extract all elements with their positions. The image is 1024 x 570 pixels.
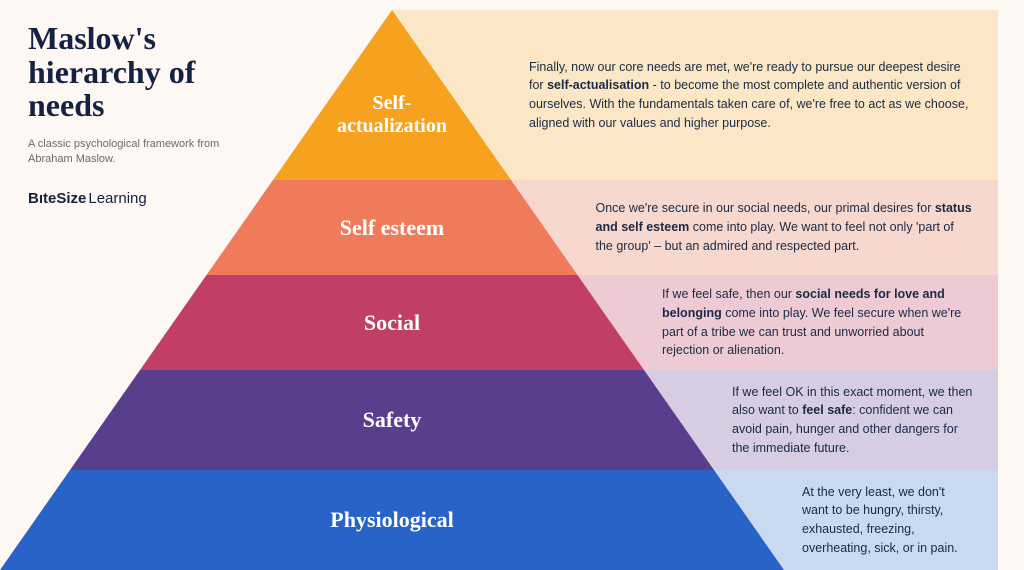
pyramid-level-label: Self esteem [340,215,444,241]
level-description: At the very least, we don't want to be h… [802,470,998,570]
pyramid-level-label: Physiological [330,507,453,533]
level-description: Once we're secure in our social needs, o… [596,180,999,275]
level-description: If we feel OK in this exact moment, we t… [732,370,998,470]
pyramid-level-label: Self-actualization [337,92,447,138]
level-description: If we feel safe, then our social needs f… [662,275,998,370]
level-description: Finally, now our core needs are met, we'… [529,10,998,180]
pyramid-level-label: Safety [363,407,422,433]
pyramid-level-label: Social [364,310,420,336]
